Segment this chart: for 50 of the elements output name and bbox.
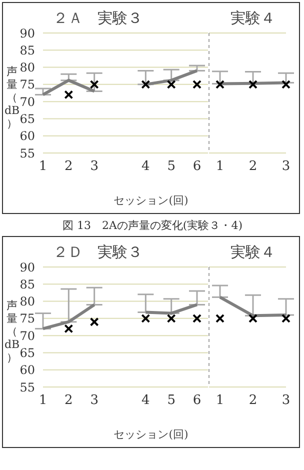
- x-tick-label: 5: [167, 393, 176, 408]
- y-tick-label: 55: [20, 380, 35, 394]
- x-tick-label: 1: [216, 159, 224, 174]
- caption: 図 13 2Aの声量の変化(実験３・4): [61, 218, 244, 233]
- y-tick-label: 75: [20, 312, 35, 326]
- y-axis-title: 声量（dB）: [4, 65, 20, 130]
- y-tick-label: 90: [20, 260, 35, 274]
- text: 実験３: [98, 243, 142, 261]
- x-tick-label: 6: [192, 393, 202, 408]
- y-tick-label: 85: [20, 277, 35, 292]
- x-tick-label: 3: [282, 393, 290, 408]
- point: [166, 314, 176, 323]
- y-tick-label: 90: [20, 26, 35, 40]
- y-tick-label: 60: [20, 363, 35, 378]
- y-tick-label: 70: [20, 328, 35, 343]
- y-tick-label: 80: [20, 60, 35, 75]
- y-tick-label: 80: [20, 294, 35, 309]
- x-tick-label: 5: [167, 159, 176, 174]
- point: [90, 317, 99, 326]
- x-tick-label: 6: [192, 159, 202, 174]
- chart-title: ２Ａ: [53, 9, 83, 28]
- y-tick-label: 75: [20, 78, 35, 92]
- chart-title: 実験４: [230, 9, 276, 28]
- x-tick-label: 4: [142, 159, 150, 174]
- y-tick-label: 70: [20, 94, 35, 109]
- x-tick-label: 1: [216, 393, 224, 408]
- x-tick-label: 1: [38, 159, 48, 174]
- x-tick-label: 2: [248, 159, 258, 174]
- y-tick-label: 85: [20, 43, 35, 58]
- point: [64, 324, 74, 334]
- x-tick-label: 3: [90, 393, 98, 408]
- x-tick-label: 2: [64, 393, 73, 408]
- y-axis-title: 声量（dB）: [4, 299, 20, 364]
- x-tick-label: 2: [248, 393, 258, 408]
- x-tick-label: 2: [64, 159, 73, 174]
- x-tick-label: 3: [282, 159, 290, 174]
- text: 実験３: [98, 9, 142, 27]
- x-tick-label: 1: [38, 393, 48, 408]
- y-tick-label: 55: [20, 146, 35, 160]
- chart-title: 実験４: [230, 243, 276, 262]
- x-axis-title: セッション(回): [112, 193, 190, 208]
- y-tick-label: 65: [20, 346, 35, 360]
- x-tick-label: 3: [90, 159, 98, 174]
- point: [141, 314, 150, 323]
- y-tick-label: 65: [20, 112, 35, 126]
- chart-title: ２Ｄ: [53, 243, 83, 262]
- x-tick-label: 4: [142, 393, 150, 408]
- y-tick-label: 60: [20, 129, 35, 144]
- x-axis-title: セッション(回): [112, 427, 190, 442]
- point: [192, 314, 202, 323]
